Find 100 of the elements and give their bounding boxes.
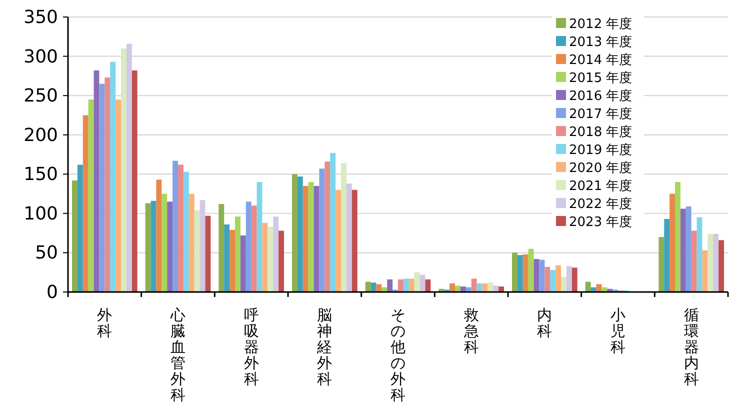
bar — [224, 224, 230, 292]
bar — [460, 286, 466, 292]
x-tick-label: 内科 — [537, 306, 552, 340]
bar — [585, 282, 591, 292]
bar — [308, 182, 314, 292]
y-tick-label: 300 — [24, 46, 58, 68]
bar — [235, 216, 240, 292]
bar — [420, 274, 426, 292]
bar — [77, 164, 83, 292]
x-tick-label: 循環器内科 — [684, 306, 699, 388]
bar — [319, 168, 325, 292]
bar — [670, 194, 675, 292]
bar — [493, 286, 499, 292]
legend-label: 2019 年度 — [569, 142, 632, 158]
bar — [702, 250, 708, 292]
bar — [88, 100, 94, 292]
bar — [534, 259, 540, 292]
x-tick-label: 外科 — [97, 306, 112, 340]
bar — [126, 44, 132, 292]
bar — [718, 240, 724, 292]
bar — [708, 234, 714, 292]
bar — [72, 180, 78, 292]
legend-label: 2013 年度 — [569, 34, 632, 50]
bar — [240, 235, 246, 292]
bar — [346, 184, 352, 292]
legend-label: 2020 年度 — [569, 160, 632, 176]
bar — [104, 78, 110, 292]
bar — [162, 194, 168, 292]
bar — [188, 194, 194, 292]
bar — [664, 218, 670, 292]
bar — [330, 152, 336, 292]
bar — [471, 278, 477, 292]
bar — [498, 286, 504, 292]
legend-label: 2023 年度 — [569, 214, 632, 230]
y-tick-label: 0 — [46, 282, 58, 303]
bar — [522, 254, 528, 292]
bar — [680, 208, 686, 292]
x-tick-label: 小児科 — [610, 306, 626, 356]
bar — [572, 268, 578, 292]
bar — [218, 204, 224, 292]
y-tick-label: 350 — [24, 7, 58, 28]
bar — [116, 100, 121, 292]
bar — [403, 278, 409, 292]
bar — [556, 265, 561, 292]
bar — [121, 48, 126, 292]
legend-label: 2022 年度 — [569, 196, 632, 212]
legend-label: 2021 年度 — [569, 178, 632, 194]
bar — [696, 217, 702, 292]
bar — [336, 190, 341, 292]
bar — [528, 248, 534, 292]
bar — [172, 160, 178, 292]
x-tick-label: 呼吸器外科 — [244, 306, 259, 388]
bar — [251, 206, 257, 292]
bar — [691, 230, 697, 292]
bar — [292, 174, 298, 292]
bar — [110, 62, 116, 292]
bar — [376, 284, 382, 292]
bar — [539, 260, 545, 292]
bar — [352, 190, 358, 292]
bar — [550, 270, 556, 292]
y-tick-label: 100 — [24, 203, 58, 224]
bar — [194, 210, 200, 292]
bar — [302, 186, 308, 292]
bar — [273, 216, 279, 292]
bar — [278, 230, 284, 292]
bar — [99, 84, 105, 292]
bar — [150, 200, 156, 292]
bar — [178, 164, 184, 292]
legend-label: 2016 年度 — [569, 88, 632, 104]
bar — [512, 252, 518, 292]
bar — [414, 272, 420, 292]
legend-label: 2012 年度 — [569, 16, 632, 32]
bar — [517, 255, 523, 292]
x-tick-label: 救急科 — [462, 306, 479, 356]
bar — [246, 202, 252, 292]
bar — [566, 266, 572, 292]
bar — [167, 202, 173, 292]
bar — [314, 186, 320, 292]
legend-label: 2017 年度 — [569, 106, 632, 122]
bar — [686, 206, 692, 292]
bar — [455, 286, 460, 292]
y-tick-label: 200 — [24, 124, 58, 146]
bar — [675, 182, 680, 292]
bar — [450, 283, 455, 292]
bar — [658, 237, 664, 292]
bar — [365, 282, 371, 292]
bar — [713, 234, 719, 292]
bar — [132, 70, 138, 292]
bar — [145, 203, 151, 292]
bar — [156, 180, 162, 292]
legend-label: 2018 年度 — [569, 124, 632, 140]
bar — [324, 162, 330, 292]
bar — [200, 200, 206, 292]
bar — [205, 216, 211, 292]
bar — [94, 70, 100, 292]
legend-label: 2015 年度 — [569, 70, 632, 86]
y-tick-label: 50 — [35, 242, 58, 264]
legend-label: 2014 年度 — [569, 52, 632, 68]
bar — [230, 230, 235, 292]
y-tick-label: 250 — [24, 86, 58, 107]
